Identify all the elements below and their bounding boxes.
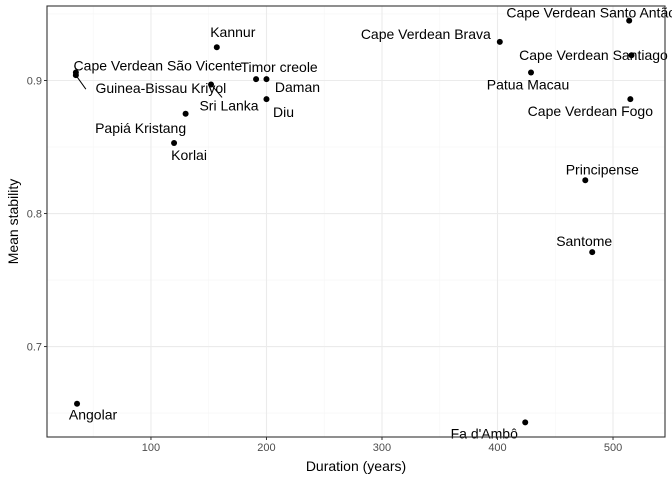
- data-point: [589, 249, 596, 256]
- data-point: [627, 96, 634, 103]
- x-tick-label: 400: [488, 442, 506, 454]
- data-points: [72, 17, 635, 426]
- point-label: Timor creole: [240, 59, 317, 75]
- point-label: Diu: [273, 104, 294, 120]
- point-label: Papiá Kristang: [95, 120, 186, 136]
- point-label: Principense: [566, 161, 639, 177]
- data-point: [263, 76, 270, 83]
- point-label: Korlai: [171, 147, 207, 163]
- point-label: Kannur: [210, 24, 255, 40]
- x-tick-label: 200: [257, 442, 275, 454]
- x-tick-label: 500: [604, 442, 622, 454]
- x-axis-ticks: 100 200 300 400 500: [142, 437, 622, 454]
- x-axis-title: Duration (years): [306, 458, 406, 474]
- point-label: Santome: [556, 233, 612, 249]
- point-label: Cape Verdean Santo Antão: [506, 5, 672, 21]
- panel-border: [46, 5, 666, 438]
- point-label: Guinea-Bissau Kriyol: [96, 80, 227, 96]
- y-tick-label: 0.7: [27, 342, 42, 354]
- y-tick-label: 0.8: [27, 209, 42, 221]
- data-point: [263, 96, 270, 103]
- point-label: Fa d'Ambô: [451, 425, 518, 441]
- point-labels: Angolar Cape Verdean São Vicente Guinea-Bi…: [69, 5, 672, 442]
- label-leader-lines: [75, 74, 223, 98]
- data-point: [522, 419, 529, 426]
- data-point: [496, 38, 503, 45]
- data-point: [171, 140, 178, 147]
- point-label: Angolar: [69, 407, 118, 423]
- point-label: Daman: [275, 79, 320, 95]
- point-label: Patua Macau: [487, 77, 570, 93]
- data-point: [628, 52, 635, 59]
- data-point: [582, 177, 589, 184]
- label-leader-line: [75, 74, 87, 90]
- data-point: [626, 17, 633, 24]
- data-point: [74, 400, 81, 407]
- point-label: Cape Verdean São Vicente: [74, 58, 243, 74]
- data-point: [528, 69, 535, 76]
- point-label: Sri Lanka: [199, 97, 258, 113]
- x-tick-label: 300: [373, 442, 391, 454]
- label-leader-line: [210, 84, 223, 98]
- point-label: Cape Verdean Brava: [361, 26, 491, 42]
- y-tick-label: 0.9: [27, 75, 42, 87]
- y-axis-title: Mean stability: [5, 179, 21, 265]
- data-point: [253, 76, 260, 83]
- data-point: [213, 44, 220, 51]
- point-label: Cape Verdean Santiago: [519, 47, 668, 63]
- y-axis-ticks: 0.7 0.8 0.9: [27, 75, 47, 354]
- point-label: Cape Verdean Fogo: [528, 103, 654, 119]
- x-tick-label: 100: [142, 442, 160, 454]
- data-point: [182, 110, 189, 117]
